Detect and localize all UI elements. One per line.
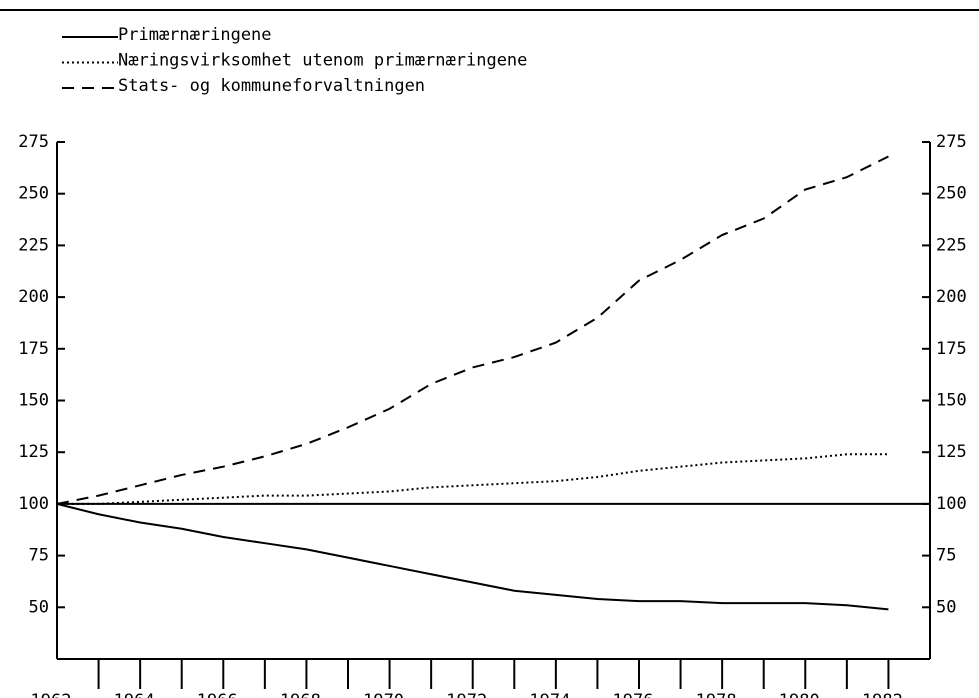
x-tick-label: 1978	[696, 691, 737, 698]
y-tick-label-right: 50	[936, 597, 956, 617]
y-tick-label: 250	[18, 184, 49, 204]
y-tick-label: 150	[18, 391, 49, 411]
y-tick-label: 75	[29, 546, 49, 566]
legend-label: Stats- og kommuneforvaltningen	[118, 76, 425, 96]
x-tick-label: 1980	[779, 691, 820, 698]
x-tick-label: 1976	[613, 691, 654, 698]
legend-label: Næringsvirksomhet utenom primærnæringene	[118, 51, 527, 71]
x-tick-label: 1962	[31, 691, 72, 698]
y-tick-label: 100	[18, 494, 49, 514]
y-tick-label: 50	[29, 597, 49, 617]
x-tick-label: 1968	[280, 691, 321, 698]
y-tick-label-right: 225	[936, 235, 967, 255]
x-tick-label: 1974	[529, 691, 570, 698]
x-tick-label: 1970	[363, 691, 404, 698]
y-tick-label: 200	[18, 287, 49, 307]
series-line	[57, 453, 889, 505]
y-tick-label-right: 125	[936, 442, 967, 462]
series-line	[56, 155, 889, 505]
y-tick-label: 275	[18, 132, 49, 152]
y-tick-label: 175	[18, 339, 49, 359]
x-tick-label: 1964	[114, 691, 155, 698]
y-tick-label-right: 175	[936, 339, 967, 359]
y-tick-label-right: 200	[936, 287, 967, 307]
y-tick-label-right: 150	[936, 391, 967, 411]
series-line	[56, 502, 889, 611]
x-tick-label: 1972	[446, 691, 487, 698]
y-tick-label-right: 275	[936, 132, 967, 152]
x-tick-label: 1982	[862, 691, 903, 698]
x-tick-label: 1966	[197, 691, 238, 698]
y-tick-label: 125	[18, 442, 49, 462]
legend-label: Primærnæringene	[118, 25, 272, 45]
y-tick-label: 225	[18, 235, 49, 255]
y-tick-label-right: 100	[936, 494, 967, 514]
y-tick-label-right: 250	[936, 184, 967, 204]
y-tick-label-right: 75	[936, 546, 956, 566]
